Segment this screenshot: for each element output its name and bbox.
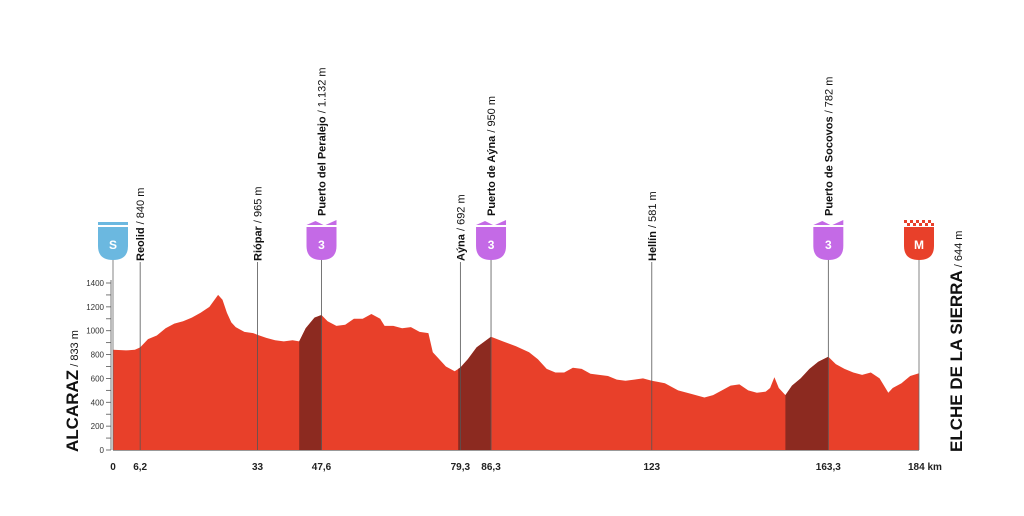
category-badge-peak (306, 221, 324, 225)
x-tick-label: 86,3 (481, 462, 501, 473)
start-town-name: ALCARAZ (63, 370, 82, 452)
finish-flag-square (910, 220, 913, 223)
x-tick-label: 6,2 (133, 462, 147, 473)
finish-flag-square (922, 223, 925, 226)
x-axis: 0 6,2 33 47,6 79,3 86,3 123 163,3 184 km (110, 450, 942, 473)
y-tick-label: 800 (91, 351, 105, 360)
y-tick-label: 0 (100, 446, 105, 455)
finish-flag-square (904, 223, 907, 226)
finish-badge-text: M (914, 238, 924, 252)
category-badge-flag (325, 220, 337, 225)
finish-flag-square (931, 220, 934, 223)
finish-flag-square (913, 223, 916, 226)
waypoint-name: Puerto de Aýna (486, 135, 498, 216)
waypoint-altitude: / 965 m (253, 186, 265, 226)
finish-flag-square (925, 223, 928, 226)
finish-flag-square (922, 220, 925, 223)
category-badge-peak (476, 221, 494, 225)
waypoint-label: Puerto de Aýna / 950 m (486, 96, 498, 216)
finish-town-name: ELCHE DE LA SIERRA (947, 270, 966, 452)
finish-flag-square (910, 223, 913, 226)
start-badge-stripe (98, 222, 128, 225)
finish-flag-square (928, 220, 931, 223)
finish-flag-square (904, 220, 907, 223)
finish-flag-square (916, 223, 919, 226)
x-tick-label: 33 (252, 462, 264, 473)
category-badge-text: 3 (825, 238, 832, 252)
x-tick-label: 0 (110, 462, 116, 473)
finish-flag-square (925, 220, 928, 223)
badges: S M 3 3 3 (98, 220, 934, 260)
waypoint-label: Puerto de Socovos / 782 m (823, 77, 835, 216)
finish-flag-square (931, 223, 934, 226)
y-tick-label: 1200 (86, 303, 104, 312)
y-tick-label: 200 (91, 422, 105, 431)
category-badge-text: 3 (318, 238, 325, 252)
category-badge (476, 227, 507, 260)
waypoint-altitude: / 692 m (455, 194, 467, 234)
category-badge-peak (813, 221, 831, 225)
waypoint-label: Riópar / 965 m (253, 186, 265, 261)
finish-flag-square (907, 220, 910, 223)
finish-flag-square (928, 223, 931, 226)
waypoint-altitude: / 581 m (647, 191, 659, 231)
waypoint-name: Aýna (455, 233, 467, 261)
waypoint-name: Reolid (135, 227, 147, 261)
waypoint-label: Reolid / 840 m (135, 188, 147, 261)
category-badge-text: 3 (488, 238, 495, 252)
finish-town-altitude: / 644 m (953, 231, 965, 271)
y-tick-label: 600 (91, 374, 105, 383)
waypoint-labels: Reolid / 840 m Riópar / 965 m Puerto del P… (135, 67, 835, 261)
town-labels: ALCARAZ / 833 m ELCHE DE LA SIERRA / 644 … (63, 231, 966, 452)
x-tick-label: 79,3 (451, 462, 471, 473)
y-tick-label: 400 (91, 398, 105, 407)
x-tick-label: 47,6 (312, 462, 332, 473)
finish-flag-square (913, 220, 916, 223)
start-town-altitude: / 833 m (69, 330, 81, 370)
climb-section (458, 336, 491, 450)
climb-layer (299, 315, 829, 450)
start-badge-text: S (109, 238, 117, 252)
category-badge (813, 227, 844, 260)
finish-flag-square (919, 220, 922, 223)
x-tick-label: 123 (643, 462, 660, 473)
category-badge-flag (832, 220, 844, 225)
waypoint-label: Hellín / 581 m (647, 191, 659, 261)
category-badge (306, 227, 337, 260)
waypoint-altitude: / 1.132 m (317, 67, 329, 116)
finish-flag-square (919, 223, 922, 226)
waypoint-altitude: / 950 m (486, 96, 498, 136)
waypoint-label: Puerto del Peralejo / 1.132 m (317, 67, 329, 216)
waypoint-name: Riópar (253, 225, 265, 261)
finish-flag-square (907, 223, 910, 226)
climb-section (785, 356, 829, 450)
waypoint-altitude: / 840 m (135, 188, 147, 228)
x-tick-label: 184 km (908, 462, 942, 473)
category-badge-flag (495, 220, 507, 225)
waypoint-name: Hellín (647, 231, 659, 261)
y-tick-label: 1000 (86, 327, 104, 336)
x-tick-label: 163,3 (816, 462, 841, 473)
climb-section (299, 315, 322, 450)
y-axis: 0 200 400 600 800 1000 1200 1400 (86, 279, 112, 455)
waypoint-lines (112, 258, 920, 450)
finish-badge (904, 227, 934, 260)
waypoint-name: Puerto de Socovos (823, 116, 835, 216)
finish-flag-square (916, 220, 919, 223)
waypoint-altitude: / 782 m (823, 77, 835, 117)
start-town: ALCARAZ / 833 m (63, 330, 82, 452)
waypoint-name: Puerto del Peralejo (317, 116, 329, 216)
finish-town: ELCHE DE LA SIERRA / 644 m (947, 231, 966, 452)
y-tick-label: 1400 (86, 279, 104, 288)
start-badge (98, 227, 128, 260)
waypoint-label: Aýna / 692 m (455, 194, 467, 261)
